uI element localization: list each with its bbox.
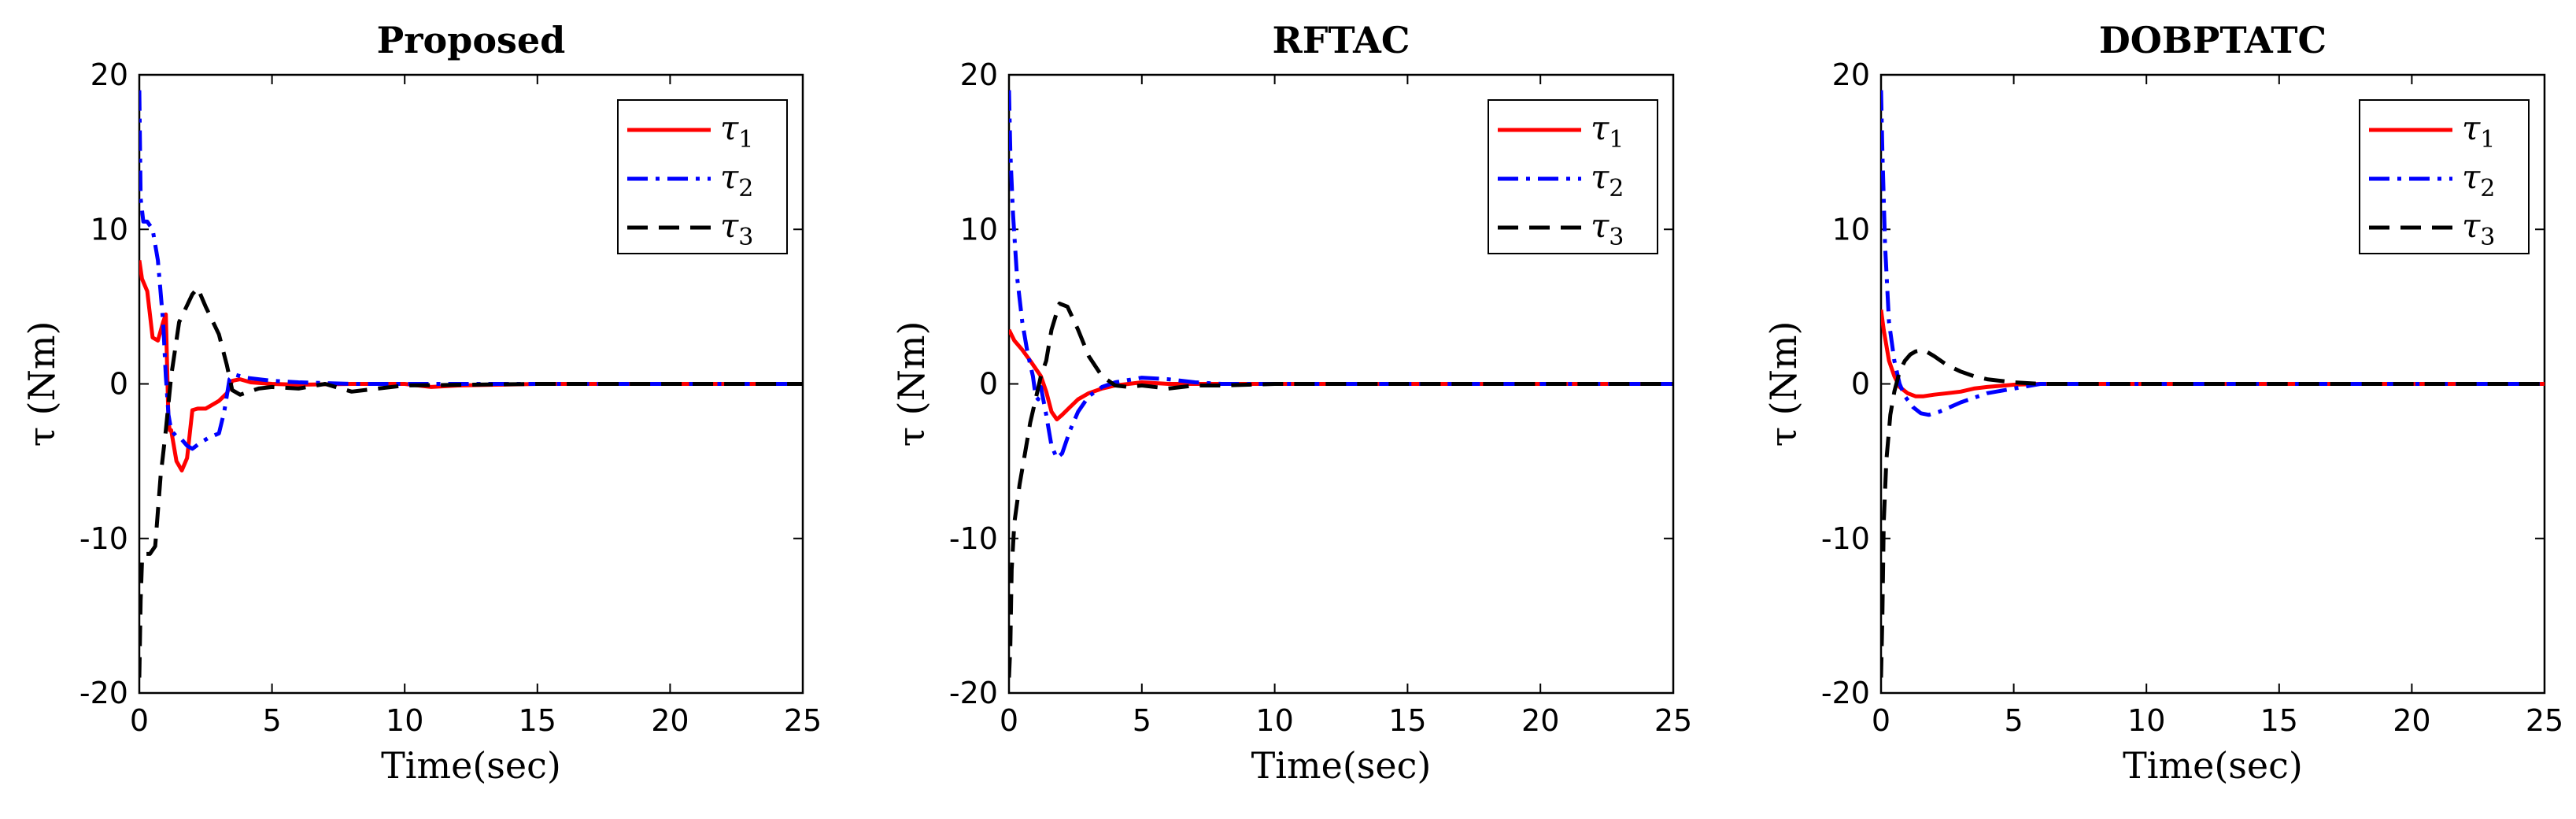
x-axis-label: Time(sec) bbox=[2123, 744, 2303, 787]
chart-title: Proposed bbox=[377, 19, 566, 61]
series-line-tau-1 bbox=[139, 260, 803, 472]
y-tick-label: -20 bbox=[1821, 676, 1870, 710]
y-tick-label: -20 bbox=[949, 676, 998, 710]
y-tick-label: 0 bbox=[109, 367, 128, 402]
y-tick-label: 20 bbox=[1832, 57, 1870, 92]
y-tick-label: 10 bbox=[91, 212, 128, 246]
chart-panel-2: 0 5 10 15 20 25 20 10 0 -10 -20 RFTAC Time(sec) τ (Nm… bbox=[890, 19, 1692, 787]
x-tick-label: 20 bbox=[651, 703, 689, 738]
x-tick-label: 15 bbox=[519, 703, 556, 738]
x-axis-label: Time(sec) bbox=[1251, 744, 1432, 787]
legend-label-tau-2: τ2 bbox=[2462, 158, 2495, 202]
y-axis-label: τ (Nm) bbox=[20, 321, 63, 447]
chart-title: RFTAC bbox=[1273, 19, 1410, 61]
y-tick-label: 0 bbox=[1851, 367, 1870, 402]
y-tick-label: 10 bbox=[1832, 212, 1870, 246]
x-tick-label: 10 bbox=[386, 703, 423, 738]
chart-panel-1: 0 5 10 15 20 25 20 10 0 -10 -20 Proposed Time(sec) τ … bbox=[20, 19, 822, 787]
series-line-tau-2 bbox=[139, 90, 803, 451]
x-tick-label: 20 bbox=[2393, 703, 2430, 738]
y-tick-label: -10 bbox=[949, 521, 998, 556]
series-line-tau-3 bbox=[139, 286, 803, 678]
x-tick-label: 20 bbox=[1521, 703, 1559, 738]
series-line-tau-3 bbox=[1881, 347, 2545, 678]
chart-panel-3: 0 5 10 15 20 25 20 10 0 -10 -20 DOBPTATC Time(sec) τ … bbox=[1762, 19, 2563, 787]
legend-label-tau-3: τ3 bbox=[1591, 206, 1624, 251]
y-tick-label: -10 bbox=[1821, 521, 1870, 556]
series-line-tau-3 bbox=[1009, 301, 1673, 678]
legend-label-tau-3: τ3 bbox=[2462, 206, 2495, 251]
x-tick-label: 0 bbox=[1872, 703, 1890, 738]
x-tick-label: 25 bbox=[2526, 703, 2563, 738]
y-tick-label: 20 bbox=[960, 57, 998, 92]
x-tick-label: 5 bbox=[2005, 703, 2023, 738]
y-tick-label: -10 bbox=[79, 521, 128, 556]
x-axis-label: Time(sec) bbox=[381, 744, 561, 787]
y-axis-label: τ (Nm) bbox=[890, 321, 933, 447]
x-tick-label: 0 bbox=[1000, 703, 1018, 738]
x-tick-label: 0 bbox=[130, 703, 149, 738]
chart-title: DOBPTATC bbox=[2099, 19, 2327, 61]
y-tick-label: 20 bbox=[91, 57, 128, 92]
legend-label-tau-2: τ2 bbox=[720, 158, 753, 202]
x-tick-label: 25 bbox=[1654, 703, 1692, 738]
legend-label-tau-2: τ2 bbox=[1591, 158, 1624, 202]
y-tick-label: 0 bbox=[979, 367, 998, 402]
x-tick-label: 15 bbox=[1388, 703, 1426, 738]
y-axis-label: τ (Nm) bbox=[1762, 321, 1805, 447]
legend-label-tau-1: τ1 bbox=[720, 109, 753, 154]
series-line-tau-2 bbox=[1009, 90, 1673, 461]
x-tick-label: 5 bbox=[263, 703, 282, 738]
legend-label-tau-3: τ3 bbox=[720, 206, 753, 251]
x-tick-label: 10 bbox=[2127, 703, 2165, 738]
x-tick-label: 15 bbox=[2260, 703, 2298, 738]
x-tick-label: 10 bbox=[1255, 703, 1293, 738]
legend-label-tau-1: τ1 bbox=[1591, 109, 1624, 154]
y-tick-label: 10 bbox=[960, 212, 998, 246]
legend-label-tau-1: τ1 bbox=[2462, 109, 2495, 154]
y-tick-label: -20 bbox=[79, 676, 128, 710]
x-tick-label: 5 bbox=[1133, 703, 1151, 738]
x-tick-label: 25 bbox=[784, 703, 822, 738]
